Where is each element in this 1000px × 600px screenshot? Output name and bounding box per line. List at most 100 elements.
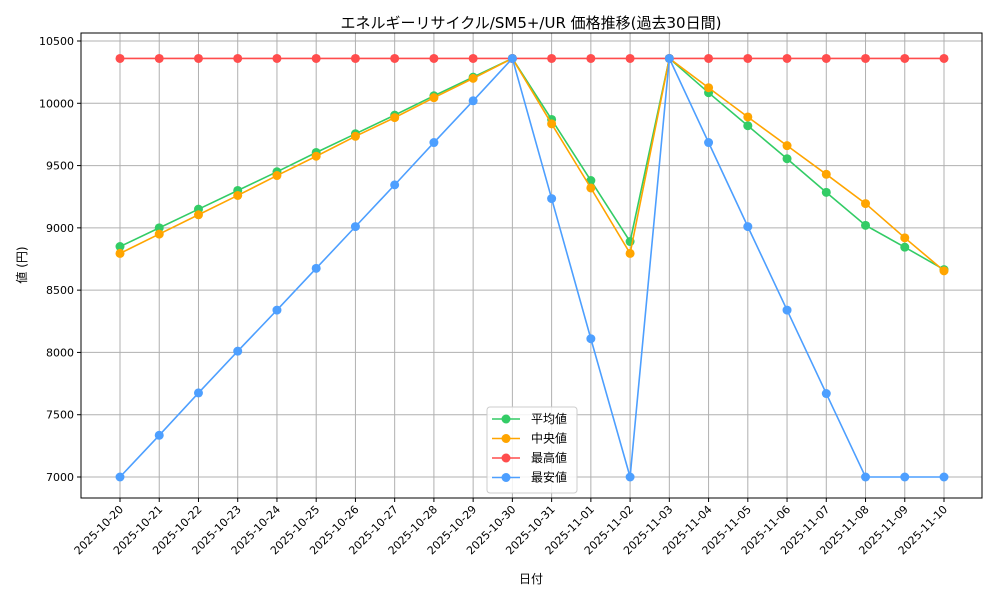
data-point (547, 53, 557, 63)
data-point (193, 53, 203, 63)
legend-item: 中央値 (492, 431, 567, 446)
data-point (861, 53, 871, 63)
data-point (154, 430, 164, 440)
legend-item: 最安値 (492, 470, 567, 485)
data-point (821, 389, 831, 399)
y-tick-label: 9500 (46, 160, 74, 173)
y-axis-ticks: 7000 7500 8000 8500 9000 9500 10000 10500 (39, 35, 81, 484)
y-tick-label: 7000 (46, 471, 74, 484)
data-point (390, 113, 400, 123)
data-point (350, 53, 360, 63)
data-point (821, 187, 831, 197)
y-tick-label: 10000 (39, 97, 74, 110)
series-中央値 (115, 53, 949, 276)
data-point (939, 53, 949, 63)
data-point (586, 176, 596, 186)
data-point (625, 472, 635, 482)
series-lines (115, 53, 949, 482)
legend-item: 平均値 (492, 411, 567, 426)
y-tick-label: 8500 (46, 284, 74, 297)
plot-frame (80, 32, 983, 499)
data-point (350, 222, 360, 232)
data-point (743, 53, 753, 63)
data-point (625, 248, 635, 258)
data-point (861, 199, 871, 209)
data-point (900, 242, 910, 252)
data-point (900, 233, 910, 243)
data-point (272, 53, 282, 63)
data-point (821, 53, 831, 63)
y-tick-label: 9000 (46, 222, 74, 235)
data-point (939, 266, 949, 276)
legend-marker-icon (501, 414, 511, 424)
data-point (782, 154, 792, 164)
data-point (900, 53, 910, 63)
legend-marker-icon (501, 453, 511, 463)
data-point (154, 53, 164, 63)
data-point (115, 53, 125, 63)
data-point (939, 472, 949, 482)
data-point (704, 138, 714, 148)
data-point (821, 169, 831, 179)
data-point (115, 248, 125, 258)
data-point (861, 472, 871, 482)
legend-label: 最安値 (531, 470, 567, 485)
data-point (154, 229, 164, 239)
data-point (507, 53, 517, 63)
data-point (311, 263, 321, 273)
data-point (664, 53, 674, 63)
series-最高値 (115, 53, 949, 63)
y-tick-label: 8000 (46, 346, 74, 359)
data-point (704, 83, 714, 93)
data-point (704, 53, 714, 63)
chart-title: エネルギーリサイクル/SM5+/UR 価格推移(過去30日間) (341, 14, 722, 32)
data-point (547, 119, 557, 129)
x-axis-ticks: 2025-10-202025-10-212025-10-222025-10-23… (72, 498, 950, 557)
data-point (782, 53, 792, 63)
data-point (586, 53, 596, 63)
legend-label: 最高値 (531, 450, 567, 465)
legend-marker-icon (501, 434, 511, 443)
y-tick-label: 7500 (46, 409, 74, 422)
legend-item: 最高値 (492, 450, 567, 465)
x-axis-label: 日付 (519, 572, 543, 586)
legend-label: 平均値 (531, 411, 567, 426)
y-tick-label: 10500 (39, 35, 74, 48)
data-point (193, 388, 203, 398)
data-point (233, 346, 243, 356)
data-point (743, 222, 753, 232)
data-point (782, 141, 792, 151)
data-point (468, 73, 478, 83)
data-point (311, 151, 321, 161)
data-point (861, 220, 871, 230)
data-point (193, 210, 203, 220)
data-point (782, 305, 792, 315)
data-point (311, 53, 321, 63)
data-point (390, 53, 400, 63)
series-平均値 (115, 53, 949, 275)
data-point (115, 472, 125, 482)
data-point (900, 472, 910, 482)
data-point (390, 180, 400, 190)
data-point (429, 138, 439, 148)
data-point (547, 194, 557, 204)
data-point (272, 171, 282, 181)
data-point (586, 183, 596, 193)
data-point (115, 242, 125, 252)
data-point (743, 121, 753, 131)
data-point (233, 190, 243, 200)
data-point (468, 53, 478, 63)
data-point (350, 131, 360, 141)
data-point (154, 223, 164, 233)
legend-label: 中央値 (531, 431, 567, 446)
data-point (625, 53, 635, 63)
series-最安値 (115, 53, 949, 482)
data-point (586, 334, 596, 344)
data-point (233, 53, 243, 63)
data-point (429, 53, 439, 63)
data-point (272, 305, 282, 315)
data-point (468, 96, 478, 106)
y-axis-label: 値 (円) (14, 246, 29, 283)
